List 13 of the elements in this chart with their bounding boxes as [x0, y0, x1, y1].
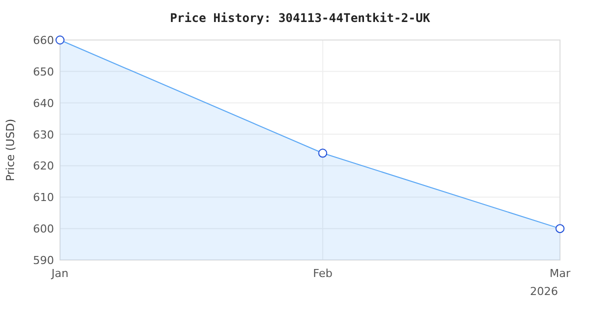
y-tick-label: 650 [33, 65, 54, 78]
y-tick-label: 590 [33, 254, 54, 267]
x-tick-label: Feb [312, 267, 332, 280]
x-tick-label: Mar 2026 [530, 267, 571, 298]
x-tick-label: Jan [50, 267, 68, 280]
y-tick-label: 630 [33, 128, 54, 142]
y-tick-label: 660 [33, 34, 54, 47]
y-tick-label: 620 [33, 160, 54, 173]
y-tick-label: 600 [33, 222, 54, 236]
y-tick-label: 610 [33, 191, 54, 204]
y-axis-title: Price (USD) [4, 118, 17, 182]
y-tick-label: 640 [33, 96, 54, 110]
chart-title: Price History: 304113-44Tentkit-2-UK [170, 11, 431, 25]
